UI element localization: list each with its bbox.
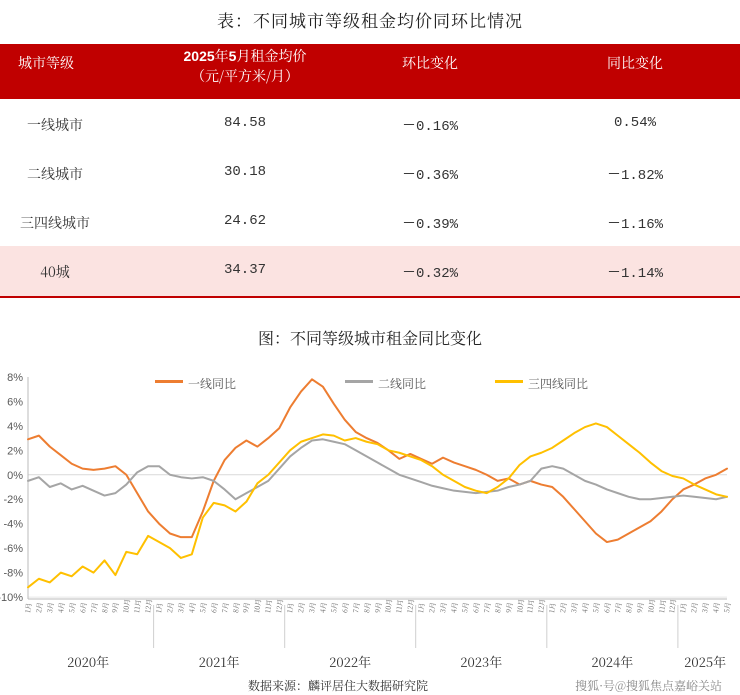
svg-text:6%: 6%	[7, 396, 23, 408]
svg-text:-2%: -2%	[3, 494, 23, 506]
svg-text:-4%: -4%	[3, 519, 23, 531]
svg-text:-10%: -10%	[0, 592, 23, 604]
svg-text:8%: 8%	[7, 372, 23, 384]
svg-text:2%: 2%	[7, 445, 23, 457]
svg-text:-6%: -6%	[3, 543, 23, 555]
svg-text:-8%: -8%	[3, 568, 23, 580]
svg-text:0%: 0%	[7, 470, 23, 482]
svg-text:4%: 4%	[7, 421, 23, 433]
